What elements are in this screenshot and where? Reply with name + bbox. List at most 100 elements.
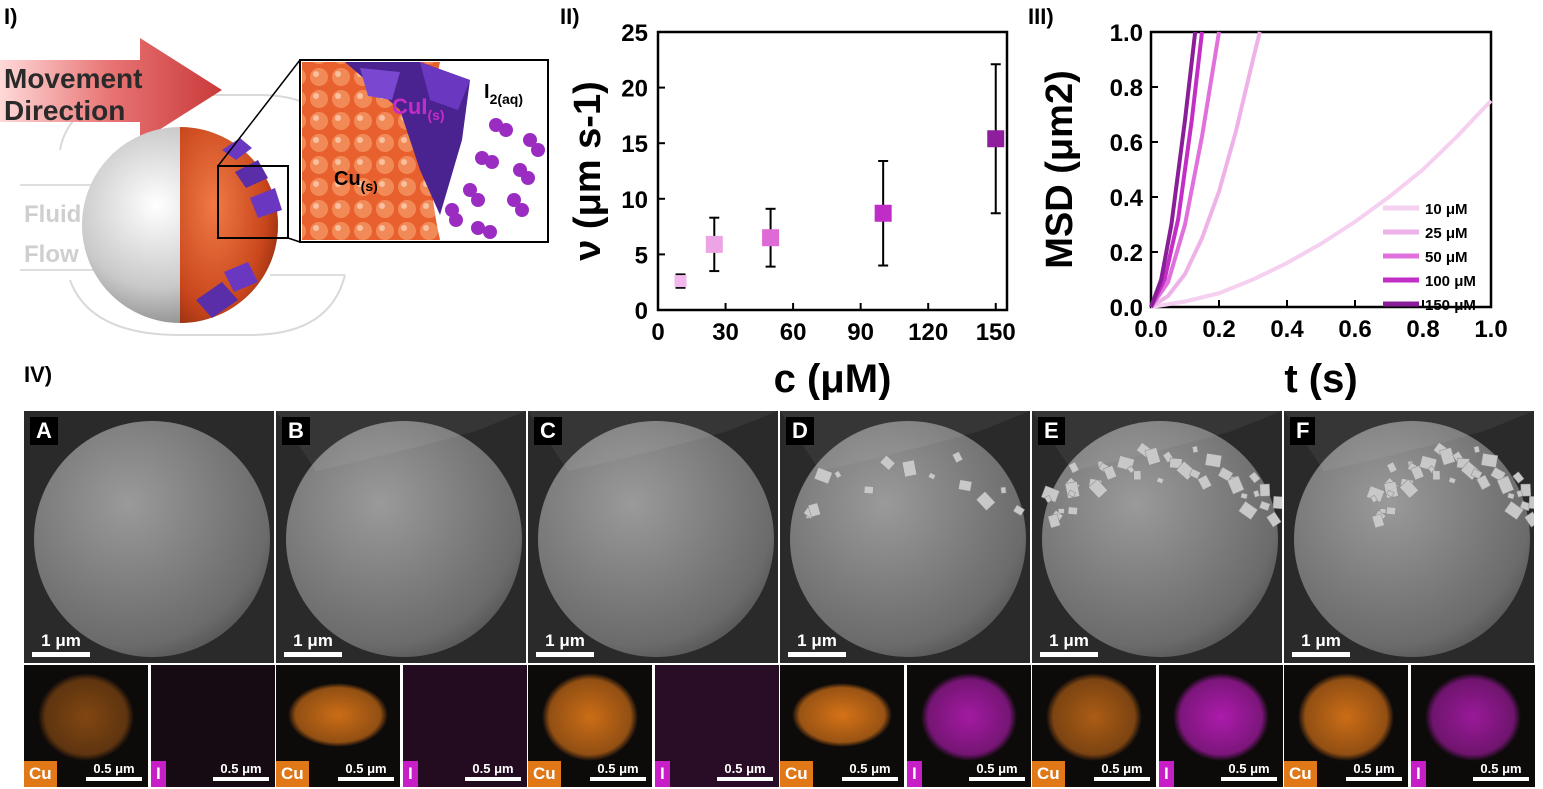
scale-bar-label: 1 μm xyxy=(41,631,81,650)
panel-label-2: II) xyxy=(560,4,580,29)
sem-panel-letter: E xyxy=(1038,417,1065,445)
y-tick-label: 0.4 xyxy=(1110,185,1144,212)
cu-element-badge: Cu xyxy=(276,761,309,787)
cu-element-badge: Cu xyxy=(780,761,813,787)
eds-map-i: I 0.5 μm xyxy=(1159,665,1283,787)
scale-bar: 0.5 μm xyxy=(213,761,269,781)
scale-bar-line xyxy=(1040,652,1098,657)
data-point xyxy=(674,275,687,288)
crystal-cluster xyxy=(1041,442,1282,529)
x-tick-label: 0 xyxy=(651,319,664,346)
y-tick-label: 0.6 xyxy=(1110,130,1143,157)
flow-arc-bottom xyxy=(69,274,346,336)
sem-sphere xyxy=(780,411,1030,657)
sem-image: B 1 μm xyxy=(276,411,526,663)
y-tick-label: 1.0 xyxy=(1110,20,1143,47)
sem-sphere xyxy=(528,411,778,657)
cu-element-badge: Cu xyxy=(528,761,561,787)
y-tick-label: 0.8 xyxy=(1110,75,1143,102)
eds-map-cu: Cu 0.5 μm xyxy=(1032,665,1156,787)
eds-signal xyxy=(792,683,892,747)
scale-bar-line xyxy=(338,777,394,781)
scale-bar-label: 0.5 μm xyxy=(849,761,891,776)
i-element-badge: I xyxy=(151,761,166,787)
scale-bar-label: 0.5 μm xyxy=(1228,761,1270,776)
series-line xyxy=(1150,99,1493,309)
x-tick-label: 90 xyxy=(847,319,874,346)
eds-map-i: I 0.5 μm xyxy=(655,665,779,787)
eds-map-cu: Cu 0.5 μm xyxy=(1284,665,1408,787)
panel-label-1: I) xyxy=(4,4,18,29)
scale-bar: 0.5 μm xyxy=(1473,761,1529,781)
eds-signal xyxy=(1046,673,1142,761)
y-tick-label: 15 xyxy=(621,131,648,158)
eds-map-cu: Cu 0.5 μm xyxy=(780,665,904,787)
scale-bar-line xyxy=(32,652,90,657)
eds-map-cu: Cu 0.5 μm xyxy=(276,665,400,787)
scale-bar-label: 1 μm xyxy=(1049,631,1089,650)
sem-sphere xyxy=(1032,411,1282,657)
cu-element-badge: Cu xyxy=(1032,761,1065,787)
eds-signal xyxy=(542,673,638,761)
cui-crystal xyxy=(250,188,282,218)
scale-bar-label: 0.5 μm xyxy=(724,761,766,776)
sem-panel-letter: B xyxy=(282,417,310,445)
eds-map-i: I 0.5 μm xyxy=(1411,665,1535,787)
scale-bar-label: 0.5 μm xyxy=(93,761,135,776)
sem-image: F 1 μm xyxy=(1284,411,1534,663)
scale-bar-label: 0.5 μm xyxy=(220,761,262,776)
sem-sphere xyxy=(276,411,526,657)
series-line xyxy=(1149,31,1204,308)
sem-image: E 1 μm xyxy=(1032,411,1282,663)
x-tick-label: 150 xyxy=(976,319,1016,346)
movement-arrow xyxy=(0,38,222,142)
iodine-molecules xyxy=(445,118,545,239)
cui-crystal xyxy=(360,68,400,100)
cui-crystal xyxy=(224,262,258,292)
scale-bar-line xyxy=(788,652,846,657)
panel-label-4: IV) xyxy=(24,362,53,387)
x-tick-label: 0.2 xyxy=(1202,316,1235,343)
eds-signal xyxy=(1425,673,1521,761)
scale-bar-line xyxy=(842,777,898,781)
scale-bar-line xyxy=(465,777,521,781)
scale-bar-line xyxy=(717,777,773,781)
scale-bar: 0.5 μm xyxy=(1221,761,1277,781)
y-axis-label: ν (μm s-1) xyxy=(567,81,609,261)
i2-label: I2(aq) xyxy=(484,81,523,107)
y-axis-label: MSD (μm2) xyxy=(1039,70,1081,268)
scale-bar: 0.5 μm xyxy=(86,761,142,781)
series-line xyxy=(1149,31,1262,309)
scale-bar-line xyxy=(536,652,594,657)
scale-bar-label: 0.5 μm xyxy=(1101,761,1143,776)
flow-text: Flow xyxy=(24,241,79,268)
x-tick-label: 0.6 xyxy=(1338,316,1371,343)
sem-sphere xyxy=(1284,411,1534,657)
eds-signal xyxy=(288,683,388,747)
i-element-badge: I xyxy=(1159,761,1174,787)
y-tick-label: 25 xyxy=(621,20,648,47)
series-line xyxy=(1149,31,1221,309)
cui-crystal xyxy=(420,62,470,110)
scale-bar-line xyxy=(1221,777,1277,781)
scale-bar: 0.5 μm xyxy=(338,761,394,781)
scale-bar-line xyxy=(590,777,646,781)
msd-chart: 0.0 0.2 0.4 0.6 0.8 1.0 0.0 0.2 0.4 0.6 0.8 1.0 10 … xyxy=(1039,20,1508,400)
y-tick-label: 0.0 xyxy=(1110,295,1143,322)
legend-label: 150 μM xyxy=(1425,297,1476,314)
y-tick-label: 0 xyxy=(635,298,648,325)
scale-bar: 1 μm xyxy=(788,631,846,657)
scale-bar: 1 μm xyxy=(32,631,90,657)
scale-bar-label: 0.5 μm xyxy=(1480,761,1522,776)
data-point xyxy=(762,229,780,247)
eds-map-cu: Cu 0.5 μm xyxy=(528,665,652,787)
x-tick-label: 30 xyxy=(712,319,739,346)
scale-bar-label: 1 μm xyxy=(797,631,837,650)
scale-bar-line xyxy=(1094,777,1150,781)
y-tick-label: 0.2 xyxy=(1110,240,1143,267)
eds-map-i: I 0.5 μm xyxy=(403,665,527,787)
cu-element-badge: Cu xyxy=(1284,761,1317,787)
eds-signal xyxy=(1173,673,1269,761)
scale-bar-label: 0.5 μm xyxy=(472,761,514,776)
scale-bar: 0.5 μm xyxy=(590,761,646,781)
